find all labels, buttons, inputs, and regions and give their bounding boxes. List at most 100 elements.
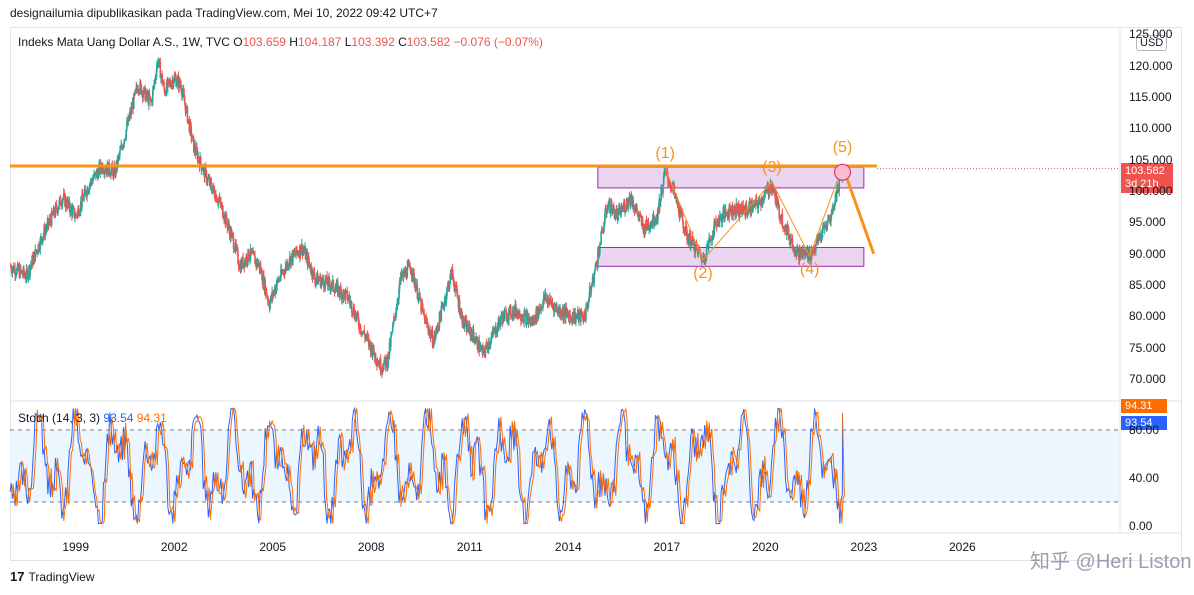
candle-body xyxy=(647,222,650,229)
candle-body xyxy=(371,344,373,356)
candle-body xyxy=(30,265,32,268)
candle-body xyxy=(518,310,521,319)
candle-body xyxy=(426,323,429,325)
candle-body xyxy=(169,81,172,86)
candle-body xyxy=(448,283,451,290)
candle-body xyxy=(311,266,313,276)
candle-body xyxy=(526,313,529,315)
candle-body xyxy=(768,193,770,195)
tradingview-logo[interactable]: 17 TradingView xyxy=(10,569,95,584)
candle-body xyxy=(576,315,578,317)
candle-body xyxy=(814,250,817,252)
candle-body xyxy=(165,81,168,96)
candle-body xyxy=(34,249,37,262)
candle-body xyxy=(833,206,835,211)
candle-body xyxy=(453,280,455,287)
candle-body xyxy=(611,203,613,211)
candle-body xyxy=(468,323,470,333)
candle-body xyxy=(45,228,48,230)
candle-body xyxy=(679,208,681,218)
candle-body xyxy=(550,300,553,304)
candle-body xyxy=(428,331,431,335)
candle-body xyxy=(189,121,192,126)
candle-body xyxy=(813,248,816,251)
candle-body xyxy=(364,336,367,339)
candle-body xyxy=(688,239,690,244)
candle-body xyxy=(96,170,98,173)
candle-body xyxy=(172,82,175,87)
candle-body xyxy=(482,347,484,355)
candle-body xyxy=(173,76,176,83)
price-tick-label: 80.000 xyxy=(1129,309,1166,324)
candle-body xyxy=(429,330,432,338)
candle-body xyxy=(244,259,246,268)
candle-body xyxy=(494,326,497,336)
candle-body xyxy=(326,276,328,285)
candle-body xyxy=(704,259,707,262)
candle-body xyxy=(391,325,394,332)
stoch-label: Stoch (14, 3, 3) xyxy=(18,411,101,425)
candle-body xyxy=(128,115,131,121)
candle-body xyxy=(445,295,448,302)
candle-body xyxy=(158,59,161,62)
candle-body xyxy=(254,255,256,265)
candle-body xyxy=(190,125,193,138)
candle-body xyxy=(588,296,590,302)
candle-body xyxy=(307,256,310,263)
candle-body xyxy=(247,249,250,260)
candle-body xyxy=(153,79,156,85)
candle-body xyxy=(797,247,799,249)
candle-body xyxy=(204,167,206,178)
candle-body xyxy=(180,85,182,92)
candle-body xyxy=(519,318,522,319)
candle-body xyxy=(139,81,142,85)
candle-body xyxy=(585,306,587,320)
candle-body xyxy=(81,194,84,199)
candle-body xyxy=(409,267,412,272)
candle-body xyxy=(134,90,136,95)
candle-body xyxy=(599,245,601,255)
candle-body xyxy=(551,303,554,306)
close-value: 103.582 xyxy=(406,35,451,49)
time-tick-label: 2017 xyxy=(653,540,681,554)
currency-badge[interactable]: USD xyxy=(1136,35,1168,51)
candle-body xyxy=(24,275,26,279)
candle-body xyxy=(540,306,543,308)
time-tick-label: 2023 xyxy=(850,540,878,554)
candle-body xyxy=(88,189,90,191)
candle-body xyxy=(556,307,558,312)
candle-body xyxy=(671,186,673,191)
candle-body xyxy=(237,263,240,267)
candle-body xyxy=(467,323,469,331)
candle-body xyxy=(711,239,714,241)
candle-body xyxy=(423,314,426,317)
candle-body xyxy=(264,279,266,295)
publish-line: designailumia dipublikasikan pada Tradin… xyxy=(10,6,438,20)
candle-body xyxy=(15,274,18,276)
candle-body xyxy=(333,289,335,292)
candle-body xyxy=(570,315,572,319)
candle-body xyxy=(261,270,263,281)
candle-body xyxy=(747,210,750,212)
candle-body xyxy=(153,84,155,87)
candle-body xyxy=(443,301,446,308)
candle-body xyxy=(765,188,767,191)
price-tick-label: 70.000 xyxy=(1129,372,1166,387)
candle-body xyxy=(676,198,679,206)
candle-body xyxy=(821,233,823,239)
candle-body xyxy=(697,248,700,255)
candle-body xyxy=(756,199,758,206)
candle-body xyxy=(605,208,607,215)
candle-body xyxy=(314,277,316,284)
candle-body xyxy=(314,281,317,284)
candle-body xyxy=(386,364,389,368)
wave-label-2: (2) xyxy=(693,265,713,283)
candle-body xyxy=(126,122,128,130)
candle-body xyxy=(787,227,790,240)
candle-body xyxy=(745,203,748,209)
candle-body xyxy=(515,304,517,315)
candle-body xyxy=(390,333,393,337)
candle-body xyxy=(456,288,458,296)
price-tick-label: 90.000 xyxy=(1129,246,1166,261)
